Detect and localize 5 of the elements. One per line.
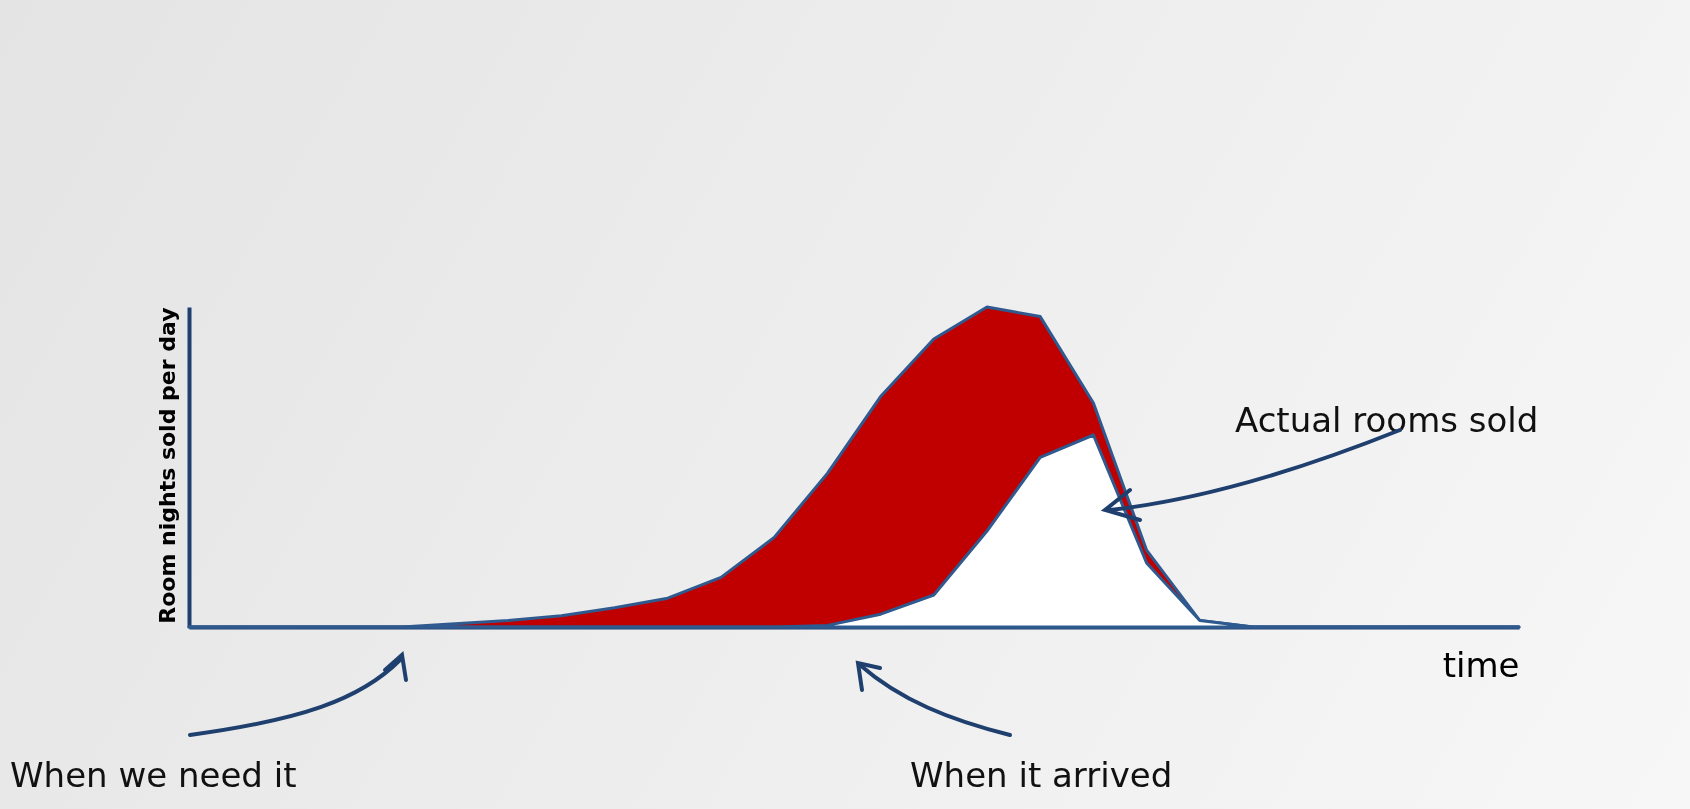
x-axis-title: time (1442, 644, 1520, 685)
text: When we need it (10, 755, 297, 795)
text: When it arrived (910, 755, 1173, 795)
annotation: Actual rooms sold (1235, 400, 1539, 440)
y-axis-title: Room nights sold per day (154, 307, 180, 624)
